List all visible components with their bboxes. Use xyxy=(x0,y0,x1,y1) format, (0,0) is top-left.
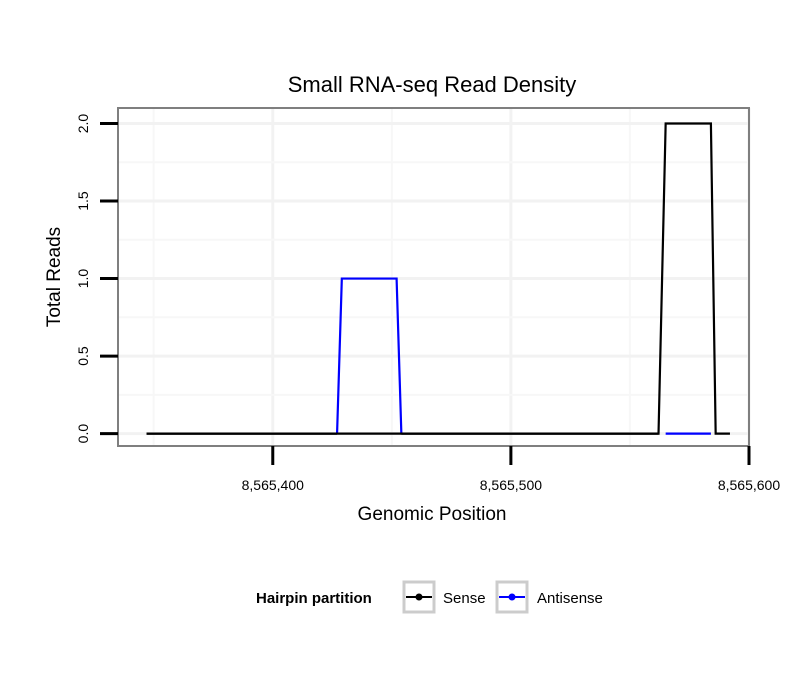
chart-title: Small RNA-seq Read Density xyxy=(288,72,577,97)
y-axis-title: Total Reads xyxy=(44,227,65,327)
y-tick-label: 0.5 xyxy=(75,346,91,366)
legend-title: Hairpin partition xyxy=(256,590,372,607)
plot-background xyxy=(118,108,749,446)
legend-marker-sense xyxy=(415,593,423,601)
series-line-antisense xyxy=(335,277,403,434)
x-axis-title: Genomic Position xyxy=(358,504,507,525)
series-layer xyxy=(146,122,730,435)
legend-label-sense: Sense xyxy=(443,590,486,607)
legend-label-antisense: Antisense xyxy=(537,590,603,607)
plot-border xyxy=(117,107,750,447)
plot-area xyxy=(117,107,751,447)
legend-item-sense[interactable]: Sense xyxy=(402,580,486,614)
legend-item-antisense[interactable]: Antisense xyxy=(495,580,603,614)
y-tick-label: 1.0 xyxy=(75,269,91,289)
y-tick-label: 1.5 xyxy=(75,191,91,211)
x-tick-label: 8,565,600 xyxy=(718,477,780,493)
y-axis: 0.0 0.5 1.0 1.5 2.0 xyxy=(75,114,118,444)
x-tick-label: 8,565,400 xyxy=(242,477,304,493)
legend-marker-antisense xyxy=(508,593,516,601)
x-axis: 8,565,400 8,565,500 8,565,600 xyxy=(242,446,780,493)
y-tick-label: 0.0 xyxy=(75,424,91,444)
y-tick-label: 2.0 xyxy=(75,114,91,134)
x-tick-label: 8,565,500 xyxy=(480,477,542,493)
legend: Hairpin partition Sense Antisense xyxy=(256,580,603,614)
